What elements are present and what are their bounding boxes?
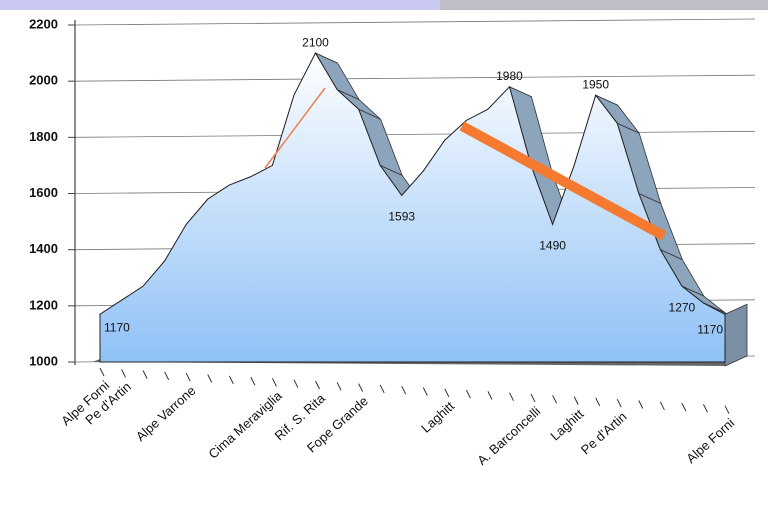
x-tick — [121, 369, 126, 378]
y-tick-label: 2200 — [29, 16, 58, 31]
grid-line — [74, 74, 756, 82]
y-tick-label: 1400 — [29, 241, 58, 256]
x-tick — [465, 389, 471, 399]
x-tick-label: A. Barconcelli — [474, 404, 543, 468]
x-tick — [638, 400, 644, 409]
x-tick — [293, 379, 299, 388]
x-tick — [315, 380, 320, 390]
data-label: 1593 — [388, 210, 415, 224]
x-tick — [185, 372, 191, 382]
x-tick — [595, 397, 601, 407]
grid-line — [74, 130, 756, 138]
x-tick — [552, 395, 558, 404]
x-tick — [681, 402, 687, 412]
x-tick — [401, 385, 407, 395]
thumbnail-strip — [440, 0, 768, 10]
x-tick — [659, 401, 665, 411]
data-label: 1270 — [669, 300, 696, 314]
top-band — [0, 0, 768, 10]
data-label: 2100 — [302, 35, 329, 49]
x-tick-label: Laghitt — [547, 406, 586, 444]
data-label: 1490 — [539, 239, 566, 253]
x-tick — [509, 392, 514, 401]
x-tick — [207, 374, 213, 383]
x-tick — [422, 387, 428, 396]
x-tick-label: Cima Meraviglia — [205, 388, 285, 462]
trend-line — [459, 121, 667, 241]
x-tick — [573, 396, 579, 405]
plot — [92, 52, 748, 414]
x-tick — [99, 367, 105, 377]
x-tick — [487, 391, 493, 400]
x-tick-label: Laghitt — [418, 398, 457, 436]
y-tick-label: 1800 — [29, 129, 58, 144]
grid-line — [74, 18, 756, 26]
x-tick — [616, 398, 622, 408]
data-label: 1170 — [104, 320, 130, 334]
x-tick — [250, 376, 256, 386]
y-tick-label: 2000 — [29, 73, 58, 88]
x-tick — [336, 382, 342, 391]
y-tick-label: 1200 — [29, 297, 58, 312]
x-tick-label: Pe d'Artin — [578, 409, 630, 458]
y-tick-label: 1600 — [29, 185, 58, 200]
x-tick — [228, 375, 234, 385]
area — [99, 52, 726, 363]
x-tick — [530, 393, 536, 403]
data-label: 1170 — [697, 322, 723, 336]
y-tick-label: 1000 — [29, 353, 58, 368]
x-tick — [142, 370, 148, 379]
x-tick — [164, 371, 170, 381]
side-face — [724, 303, 748, 367]
x-tick — [444, 388, 450, 398]
x-tick — [724, 405, 730, 414]
x-tick — [703, 404, 708, 413]
x-tick-label: Alpe Varrone — [133, 383, 199, 444]
data-label: 1950 — [582, 77, 609, 91]
x-tick-label: Alpe Forni — [683, 415, 737, 466]
x-tick — [358, 383, 364, 392]
data-label: 1980 — [496, 69, 523, 83]
trend-line-thin — [264, 87, 326, 169]
x-tick — [379, 384, 385, 394]
x-tick — [271, 378, 277, 387]
